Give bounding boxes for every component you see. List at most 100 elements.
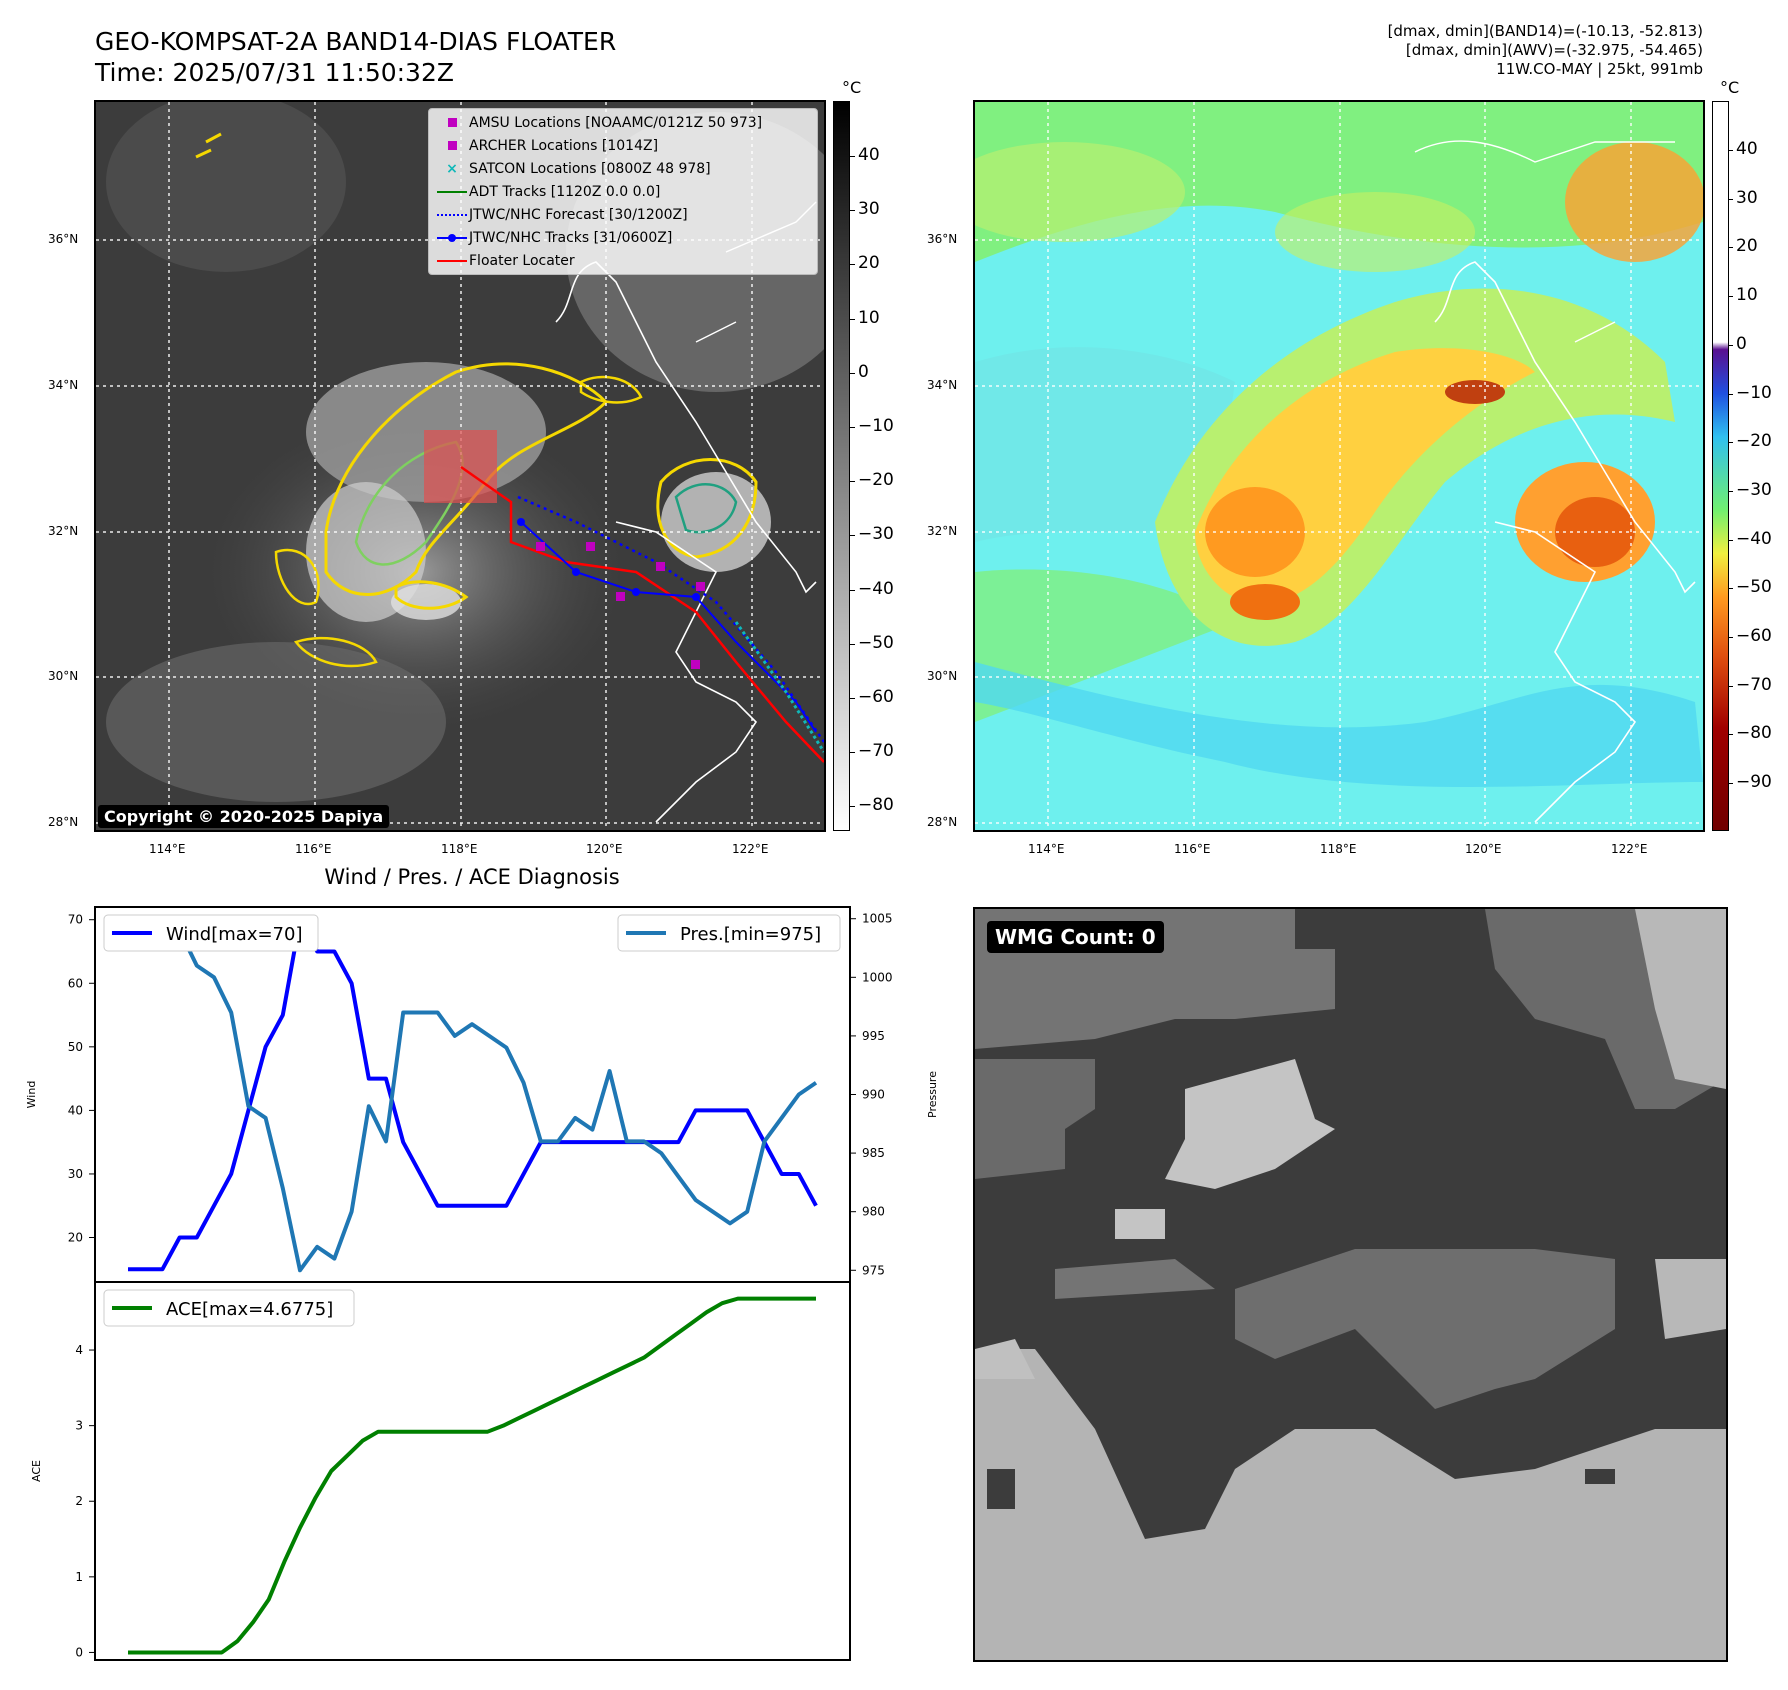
- wind-axis-label: Wind: [25, 1081, 38, 1109]
- colorbar-tick-label: −50: [1736, 577, 1772, 598]
- colorbar-tick-mark: [850, 806, 855, 808]
- copyright-label: Copyright © 2020-2025 Dapiya: [98, 805, 390, 828]
- legend-entry: JTWC/NHC Forecast [30/1200Z]: [429, 203, 817, 226]
- colorbar-tick-label: 20: [1736, 236, 1758, 257]
- ace-legend-label: ACE[max=4.6775]: [166, 1299, 333, 1320]
- colorbar-tick-mark: [1728, 783, 1733, 785]
- colorbar-tick-mark: [850, 481, 855, 483]
- colorbar-tick-mark: [1728, 393, 1733, 395]
- colorbar-tick-label: 40: [858, 145, 880, 165]
- legend-entry: ADT Tracks [1120Z 0.0 0.0]: [429, 180, 817, 203]
- lon-tick-label: 114°E: [1028, 842, 1065, 856]
- colorbar-tick-label: −80: [1736, 723, 1772, 744]
- legend-symbol: [435, 136, 469, 156]
- ace-legend-box: [103, 1289, 355, 1327]
- legend-entry: JTWC/NHC Tracks [31/0600Z]: [429, 226, 817, 249]
- colorbar-tick-mark: [1728, 637, 1733, 638]
- legend-label: ARCHER Locations [1014Z]: [469, 137, 659, 154]
- lon-tick-label: 116°E: [1174, 842, 1211, 856]
- colorbar-tick-label: 30: [858, 199, 880, 220]
- wv-map-imagery: [975, 102, 1703, 830]
- legend-entry: AMSU Locations [NOAAMC/0121Z 50 973]: [429, 111, 817, 134]
- colorbar-tick-mark: [850, 698, 855, 699]
- wind-series-line: [128, 917, 818, 1272]
- lat-tick-label: 30°N: [48, 669, 79, 683]
- colorbar-tick-label: −10: [1736, 382, 1772, 403]
- pressure-axis-tick-label: 985: [862, 1146, 885, 1160]
- wind-legend-label: Wind[max=70]: [166, 924, 303, 945]
- colorbar-tick-label: −30: [1736, 479, 1772, 500]
- colorbar-tick-label: 20: [858, 253, 880, 274]
- colorbar-1: [833, 101, 850, 831]
- colorbar-1-unit: °C: [842, 78, 862, 97]
- lat-tick-label: 34°N: [48, 378, 79, 392]
- info-line-1: [dmax, dmin](BAND14)=(-10.13, -52.813): [1387, 22, 1703, 40]
- lat-tick-label: 30°N: [927, 669, 958, 683]
- pressure-axis-tick-label: 990: [862, 1088, 885, 1102]
- wind-axis-tick-label: 50: [68, 1040, 83, 1054]
- lat-tick-label: 34°N: [927, 378, 958, 392]
- colorbar-tick-label: −80: [858, 795, 894, 816]
- lat-tick-label: 28°N: [48, 815, 79, 829]
- colorbar-tick-mark: [1728, 150, 1733, 151]
- ir-map-panel: AMSU Locations [NOAAMC/0121Z 50 973] ARCH…: [94, 100, 826, 832]
- wind-axis-tick-label: 40: [68, 1103, 83, 1117]
- pressure-axis-tick-label: 1005: [862, 912, 893, 926]
- info-line-3: 11W.CO-MAY | 25kt, 991mb: [1496, 60, 1703, 78]
- legend-symbol: [435, 182, 469, 202]
- colorbar-tick-mark: [850, 427, 855, 428]
- colorbar-tick-mark: [1728, 296, 1733, 298]
- legend-symbol: ×: [446, 160, 458, 177]
- legend-entry: ARCHER Locations [1014Z]: [429, 134, 817, 157]
- colorbar-tick-label: −10: [858, 416, 894, 436]
- lon-tick-label: 122°E: [1611, 842, 1648, 856]
- lon-tick-label: 114°E: [149, 842, 186, 856]
- diagnosis-title: Wind / Pres. / ACE Diagnosis: [324, 865, 620, 889]
- colorbar-tick-mark: [850, 752, 855, 754]
- chart-title: GEO-KOMPSAT-2A BAND14-DIAS FLOATER Time:…: [95, 26, 616, 88]
- colorbar-tick-label: 40: [1736, 139, 1758, 159]
- lon-tick-label: 120°E: [1465, 842, 1502, 856]
- legend-symbol: [435, 113, 469, 133]
- colorbar-tick-label: −90: [1736, 772, 1772, 793]
- ace-series-line: [128, 1296, 816, 1655]
- colorbar-tick-label: 0: [1736, 333, 1747, 354]
- ace-axis-tick-label: 4: [75, 1343, 83, 1357]
- colorbar-tick-label: −20: [1736, 431, 1772, 452]
- pressure-axis-tick-label: 980: [862, 1205, 885, 1219]
- colorbar-tick-mark: [1728, 490, 1733, 492]
- colorbar-2-unit: °C: [1720, 78, 1740, 97]
- wind-axis-tick-label: 30: [68, 1167, 83, 1181]
- ace-axis-label: ACE: [30, 1460, 43, 1482]
- colorbar-tick-label: −30: [858, 524, 894, 545]
- map-legend: AMSU Locations [NOAAMC/0121Z 50 973] ARCH…: [428, 108, 818, 275]
- lon-tick-label: 122°E: [732, 842, 769, 856]
- title-line-1: GEO-KOMPSAT-2A BAND14-DIAS FLOATER: [95, 27, 617, 56]
- colorbar-tick-label: −60: [1736, 626, 1772, 646]
- colorbar-tick-label: −70: [858, 741, 894, 762]
- colorbar-tick-mark: [850, 210, 855, 212]
- colorbar-tick-label: −40: [858, 578, 894, 599]
- wv-map-panel: [973, 100, 1705, 832]
- wmg-imagery: [975, 909, 1726, 1660]
- lon-tick-label: 116°E: [295, 842, 332, 856]
- colorbar-tick-label: 10: [1736, 285, 1758, 306]
- colorbar-tick-mark: [1728, 685, 1733, 687]
- legend-label: ADT Tracks [1120Z 0.0 0.0]: [469, 183, 661, 200]
- legend-label: SATCON Locations [0800Z 48 978]: [469, 160, 711, 177]
- legend-label: JTWC/NHC Forecast [30/1200Z]: [469, 206, 688, 223]
- colorbar-tick-label: −20: [858, 470, 894, 491]
- pressure-axis-label: Pressure: [926, 1071, 939, 1118]
- pressure-series-line: [128, 928, 818, 1273]
- pressure-axis-tick-label: 995: [862, 1029, 885, 1043]
- legend-symbol: [435, 228, 469, 248]
- lat-tick-label: 32°N: [48, 524, 79, 538]
- legend-label: Floater Locater: [469, 252, 575, 269]
- legend-entry: Floater Locater: [429, 249, 817, 272]
- wind-legend-box: [103, 914, 319, 952]
- ace-axis-tick-label: 0: [75, 1645, 83, 1659]
- pressure-axis-tick-label: 1000: [862, 970, 893, 984]
- ace-axis-tick-label: 2: [75, 1494, 83, 1508]
- wind-axis-tick-label: 20: [68, 1231, 83, 1245]
- info-block: [dmax, dmin](BAND14)=(-10.13, -52.813) […: [1103, 22, 1703, 79]
